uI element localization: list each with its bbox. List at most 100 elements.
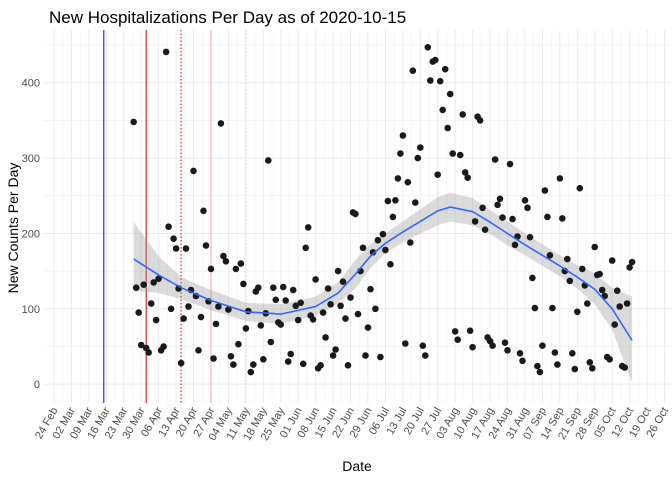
data-point: [339, 278, 347, 286]
grid: [44, 30, 672, 403]
data-point: [302, 244, 310, 252]
data-point: [200, 207, 207, 215]
data-point: [364, 324, 372, 331]
data-point: [247, 368, 255, 376]
data-point: [162, 48, 170, 56]
chart-title: New Hospitalizations Per Day as of 2020-…: [49, 8, 406, 27]
data-point: [344, 362, 352, 369]
data-point: [150, 279, 157, 286]
data-point: [466, 327, 474, 335]
data-point: [623, 300, 631, 307]
data-point: [501, 339, 509, 347]
y-tick-label: 300: [22, 153, 40, 165]
data-point: [613, 287, 621, 295]
data-point: [628, 258, 636, 266]
data-point: [342, 315, 349, 322]
data-point: [521, 197, 529, 204]
confidence-ribbon-group: [133, 192, 633, 383]
data-point: [294, 316, 302, 324]
data-point: [299, 360, 307, 368]
data-point: [289, 286, 297, 294]
data-point: [424, 44, 432, 51]
data-point: [621, 364, 628, 371]
data-point: [352, 210, 359, 218]
data-point: [569, 350, 576, 357]
data-point: [464, 174, 472, 181]
data-point: [362, 352, 369, 359]
data-point: [454, 336, 462, 344]
data-point: [324, 285, 332, 292]
data-point: [446, 90, 454, 98]
data-point: [312, 276, 319, 283]
data-point: [427, 77, 434, 84]
trend-group: [133, 206, 633, 341]
data-point: [284, 358, 292, 365]
data-point: [387, 261, 394, 268]
data-point: [519, 357, 526, 365]
data-point: [598, 286, 606, 294]
data-point: [564, 255, 571, 263]
data-point: [140, 281, 147, 289]
data-point: [579, 265, 586, 273]
data-point: [606, 356, 613, 363]
data-point: [212, 320, 220, 328]
data-point: [137, 341, 145, 349]
data-point: [222, 258, 230, 265]
data-point: [177, 359, 185, 367]
data-point: [496, 195, 504, 203]
confidence-ribbon: [133, 192, 633, 383]
data-point: [147, 300, 155, 307]
data-point: [469, 343, 476, 351]
data-point: [167, 305, 175, 313]
data-point: [329, 352, 337, 359]
data-point: [384, 197, 392, 205]
data-point: [608, 257, 616, 264]
data-point: [195, 347, 202, 354]
data-point: [207, 265, 215, 273]
data-point: [494, 201, 501, 209]
data-point: [287, 350, 295, 358]
data-point: [359, 244, 367, 252]
data-point: [456, 151, 464, 159]
data-point: [549, 304, 556, 312]
data-point: [297, 299, 305, 307]
data-point: [132, 284, 140, 292]
data-point: [347, 294, 354, 301]
data-point: [479, 204, 486, 212]
data-point: [272, 296, 280, 304]
data-point: [277, 321, 285, 328]
data-point: [404, 178, 412, 186]
data-point: [332, 346, 339, 353]
data-point: [145, 349, 152, 356]
data-point: [551, 349, 559, 356]
data-point: [556, 175, 564, 182]
data-point: [584, 300, 591, 307]
data-point: [417, 144, 424, 151]
data-point: [369, 249, 377, 256]
data-point: [489, 342, 496, 350]
y-tick-label: 200: [22, 228, 40, 240]
data-point: [130, 118, 137, 126]
data-point: [586, 359, 594, 366]
data-point: [394, 175, 402, 182]
data-point: [616, 303, 623, 310]
data-point: [449, 150, 457, 157]
data-point: [267, 338, 275, 346]
data-point: [225, 306, 232, 313]
data-point: [230, 361, 237, 368]
data-point: [576, 184, 584, 192]
data-point: [232, 265, 240, 273]
data-point: [402, 340, 409, 347]
data-point: [509, 215, 516, 223]
data-point: [185, 303, 192, 310]
data-point: [524, 204, 531, 212]
data-point: [242, 325, 250, 332]
data-point: [217, 120, 225, 127]
data-point: [511, 241, 519, 249]
data-point: [471, 218, 479, 225]
event-lines: [103, 30, 247, 403]
data-point: [432, 56, 439, 64]
data-point: [422, 352, 429, 359]
data-point: [529, 274, 536, 282]
